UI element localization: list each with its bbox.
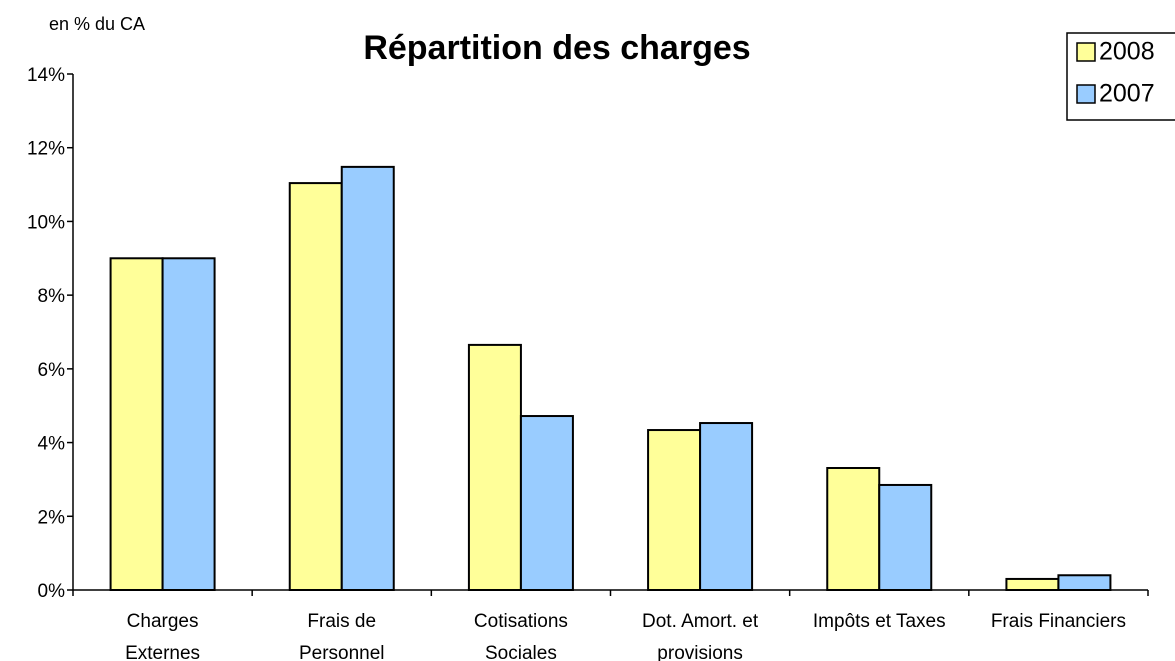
y-tick-label: 0%: [38, 581, 66, 602]
x-tick-label: Frais de Personnel: [299, 611, 385, 661]
x-tick-label: Impôts et Taxes: [813, 611, 946, 632]
bar: [161, 257, 216, 591]
y-tick-label: 2%: [38, 507, 66, 528]
bar: [647, 429, 702, 592]
y-tick-label: 4%: [38, 434, 66, 455]
chart-title: Répartition des charges: [363, 29, 750, 67]
bar: [519, 415, 574, 591]
y-tick-label: 12%: [27, 139, 65, 160]
bar: [1005, 577, 1060, 592]
bar: [340, 165, 395, 591]
y-tick-label: 10%: [27, 212, 65, 233]
y-axis-label: en % du CA: [49, 14, 145, 34]
x-tick-label: Charges Externes: [125, 611, 200, 661]
bar: [467, 343, 522, 591]
legend-label: 2007: [1099, 80, 1155, 108]
bar: [878, 483, 933, 592]
legend-swatch: [1076, 42, 1096, 62]
bar: [109, 257, 164, 591]
bar: [699, 422, 754, 591]
bar: [826, 467, 881, 592]
legend-label: 2008: [1099, 38, 1155, 66]
bar: [288, 182, 343, 591]
y-tick-label: 14%: [27, 65, 65, 86]
x-tick-label: Cotisations Sociales: [474, 611, 568, 661]
x-tick-label: Dot. Amort. et provisions: [642, 611, 759, 661]
legend-swatch: [1076, 84, 1096, 104]
y-tick-label: 8%: [38, 286, 66, 307]
y-tick-label: 6%: [38, 360, 66, 381]
x-tick-label: Frais Financiers: [991, 611, 1126, 632]
bar: [1057, 574, 1112, 591]
